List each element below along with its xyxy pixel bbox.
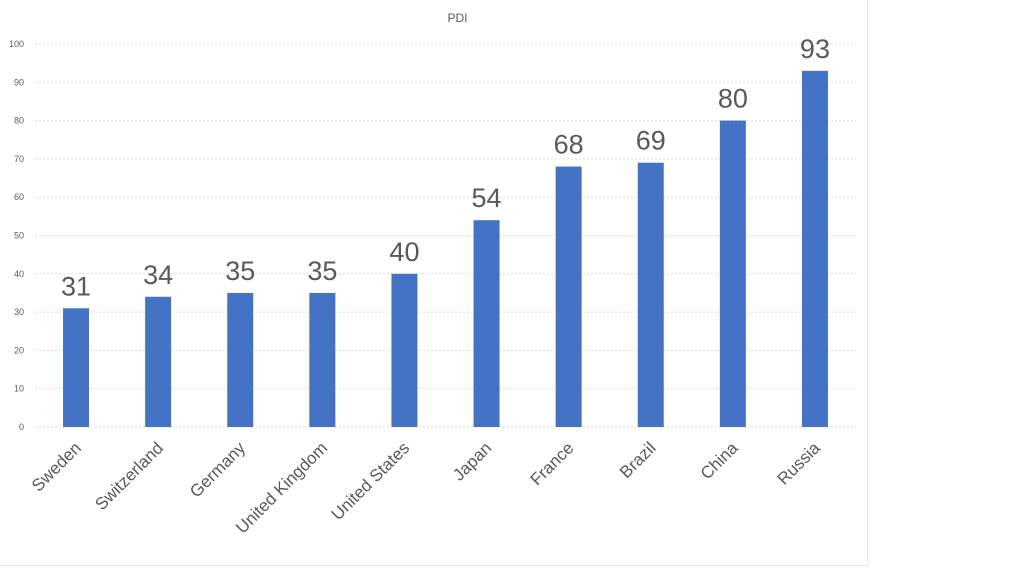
category-label: Germany [186, 438, 249, 501]
y-tick-label: 60 [14, 192, 24, 202]
data-label: 93 [800, 34, 830, 64]
category-label: Brazil [616, 438, 659, 481]
bar-sweden [63, 308, 90, 427]
y-tick-label: 80 [14, 116, 24, 126]
data-label: 35 [307, 256, 337, 286]
data-label: 68 [554, 130, 584, 160]
gridlines [35, 43, 856, 428]
data-label: 34 [143, 260, 173, 290]
bar-russia [801, 70, 828, 427]
data-labels: 31 34 35 35 40 54 68 69 80 93 [61, 34, 830, 301]
bar-united-kingdom [309, 292, 336, 427]
y-tick-label: 20 [14, 345, 24, 355]
chart-title: PDI [447, 11, 467, 25]
bar-united-states [391, 273, 418, 427]
y-tick-label: 50 [14, 231, 24, 241]
data-label: 35 [225, 256, 255, 286]
category-label: Switzerland [91, 438, 167, 514]
bar-switzerland [145, 296, 172, 427]
bar-france [555, 166, 582, 427]
y-tick-label: 90 [14, 77, 24, 87]
y-tick-label: 40 [14, 269, 24, 279]
data-label: 31 [61, 271, 91, 301]
bar-japan [473, 220, 500, 427]
y-tick-label: 100 [9, 39, 24, 49]
data-label: 54 [472, 183, 502, 213]
y-tick-label: 70 [14, 154, 24, 164]
category-label: Sweden [28, 438, 85, 495]
y-tick-label: 10 [14, 384, 24, 394]
data-label: 40 [389, 237, 419, 267]
bar-germany [227, 292, 254, 427]
bar-china [719, 120, 746, 427]
bar-brazil [637, 162, 664, 428]
category-label: Japan [449, 438, 495, 484]
bar-chart: PDI 0 10 20 30 40 50 60 70 80 90 100 31 34 35 35 40 54 6… [9, 11, 856, 537]
category-label: France [527, 438, 578, 489]
chart-area: PDI 0 10 20 30 40 50 60 70 80 90 100 31 34 35 35 40 54 6… [0, 0, 868, 566]
bars [63, 70, 828, 428]
y-axis-ticks: 0 10 20 30 40 50 60 70 80 90 100 [9, 39, 24, 432]
category-label: Russia [774, 438, 825, 489]
data-label: 69 [636, 126, 666, 156]
y-tick-label: 0 [19, 422, 24, 432]
category-label: China [697, 438, 742, 483]
category-label: United States [328, 438, 414, 524]
y-tick-label: 30 [14, 307, 24, 317]
data-label: 80 [718, 84, 748, 114]
